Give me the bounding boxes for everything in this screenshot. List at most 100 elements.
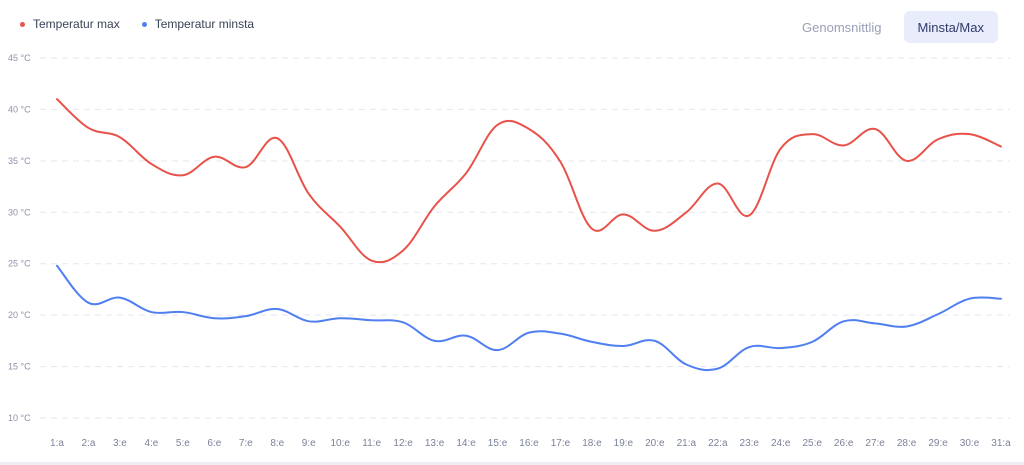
grid-layer: [40, 57, 1010, 419]
x-tick-label: 19:e: [614, 438, 634, 449]
max-data-point[interactable]: [145, 158, 157, 170]
max-data-point[interactable]: [208, 151, 220, 163]
min-data-point[interactable]: [617, 340, 629, 352]
min-data-point[interactable]: [712, 363, 724, 375]
min-data-point[interactable]: [901, 320, 913, 332]
max-data-point[interactable]: [806, 128, 818, 140]
min-data-point[interactable]: [177, 306, 189, 318]
min-data-point[interactable]: [743, 341, 755, 353]
x-tick-label: 25:e: [802, 438, 822, 449]
series-line-max: [56, 98, 1002, 264]
x-tick-label: 1:a: [50, 438, 64, 449]
min-data-point[interactable]: [208, 312, 220, 324]
max-data-point[interactable]: [334, 221, 346, 233]
max-data-point[interactable]: [303, 188, 315, 200]
x-axis-ticks: 1:a 2:a 3:e 4:e 5:e 6:e 7:e 8:e 9:e 10:e 11:e 12:e 1…: [50, 438, 1011, 449]
legend-item-max[interactable]: Temperatur max: [20, 17, 120, 31]
min-data-point[interactable]: [114, 292, 126, 304]
min-data-point[interactable]: [460, 330, 472, 342]
min-data-point[interactable]: [334, 312, 346, 324]
x-tick-label: 28:e: [897, 438, 917, 449]
minmax-toggle-button[interactable]: Minsta/Max: [903, 11, 998, 43]
bottom-divider: [0, 462, 1024, 465]
max-data-point[interactable]: [82, 122, 94, 134]
x-tick-label: 27:e: [865, 438, 885, 449]
max-data-point[interactable]: [649, 225, 661, 237]
max-data-point[interactable]: [995, 140, 1007, 152]
max-data-point[interactable]: [523, 123, 535, 135]
y-tick-label: 15 °C: [8, 362, 31, 372]
min-data-point[interactable]: [429, 335, 441, 347]
min-data-point[interactable]: [932, 308, 944, 320]
x-tick-label: 22:a: [708, 438, 728, 449]
max-data-point[interactable]: [177, 169, 189, 181]
x-tick-label: 8:e: [270, 438, 284, 449]
min-data-point[interactable]: [995, 293, 1007, 305]
max-data-point[interactable]: [712, 177, 724, 189]
x-tick-label: 23:e: [740, 438, 760, 449]
x-tick-label: 7:e: [239, 438, 253, 449]
min-data-point[interactable]: [240, 310, 252, 322]
max-data-point[interactable]: [617, 208, 629, 220]
min-data-point[interactable]: [554, 328, 566, 340]
max-data-point[interactable]: [366, 255, 378, 267]
min-data-point[interactable]: [838, 315, 850, 327]
max-data-point[interactable]: [397, 244, 409, 256]
max-data-point[interactable]: [586, 223, 598, 235]
min-data-point[interactable]: [869, 317, 881, 329]
min-data-point[interactable]: [523, 327, 535, 339]
max-data-point[interactable]: [932, 133, 944, 145]
max-data-point[interactable]: [838, 139, 850, 151]
max-data-point[interactable]: [429, 200, 441, 212]
x-tick-label: 5:e: [176, 438, 190, 449]
average-toggle-button[interactable]: Genomsnittlig: [788, 11, 895, 43]
x-tick-label: 2:a: [82, 438, 96, 449]
y-tick-label: 10 °C: [8, 413, 31, 423]
x-tick-label: 26:e: [834, 438, 854, 449]
y-tick-label: 30 °C: [8, 207, 31, 217]
x-tick-label: 21:a: [677, 438, 697, 449]
max-data-point[interactable]: [240, 161, 252, 173]
max-data-point[interactable]: [743, 209, 755, 221]
max-data-point[interactable]: [901, 155, 913, 167]
x-tick-label: 3:e: [113, 438, 127, 449]
min-data-point[interactable]: [271, 303, 283, 315]
min-data-point[interactable]: [303, 315, 315, 327]
max-data-point[interactable]: [114, 131, 126, 143]
min-data-point[interactable]: [775, 342, 787, 354]
x-tick-label: 16:e: [519, 438, 539, 449]
min-data-point[interactable]: [586, 336, 598, 348]
min-data-point[interactable]: [492, 344, 504, 356]
max-data-point[interactable]: [492, 119, 504, 131]
x-tick-label: 18:e: [582, 438, 602, 449]
x-tick-label: 11:e: [362, 438, 381, 449]
max-data-point[interactable]: [775, 143, 787, 155]
min-data-point[interactable]: [806, 336, 818, 348]
series-line-min: [56, 264, 1002, 372]
max-data-point[interactable]: [271, 132, 283, 144]
max-data-point[interactable]: [680, 206, 692, 218]
x-tick-label: 9:e: [302, 438, 316, 449]
max-data-point[interactable]: [964, 128, 976, 140]
min-data-point[interactable]: [649, 335, 661, 347]
legend-item-min[interactable]: Temperatur minsta: [141, 17, 255, 31]
min-data-point[interactable]: [964, 293, 976, 305]
y-tick-label: 25 °C: [8, 259, 31, 269]
y-tick-label: 35 °C: [8, 156, 31, 166]
min-data-point[interactable]: [680, 359, 692, 371]
min-data-point[interactable]: [366, 314, 378, 326]
min-data-point[interactable]: [397, 316, 409, 328]
min-data-point[interactable]: [82, 297, 94, 309]
x-tick-label: 15:e: [488, 438, 508, 449]
max-data-point[interactable]: [869, 123, 881, 135]
min-data-point[interactable]: [145, 306, 157, 318]
chart-legend: Temperatur max Temperatur minsta: [20, 17, 254, 31]
max-data-point[interactable]: [460, 167, 472, 179]
y-tick-label: 20 °C: [8, 310, 31, 320]
x-tick-label: 17:e: [551, 438, 571, 449]
max-data-point[interactable]: [51, 93, 63, 105]
max-data-point[interactable]: [554, 156, 566, 168]
min-data-point[interactable]: [51, 260, 63, 272]
legend-label-min: Temperatur minsta: [154, 17, 255, 31]
y-tick-label: 45 °C: [8, 53, 31, 63]
